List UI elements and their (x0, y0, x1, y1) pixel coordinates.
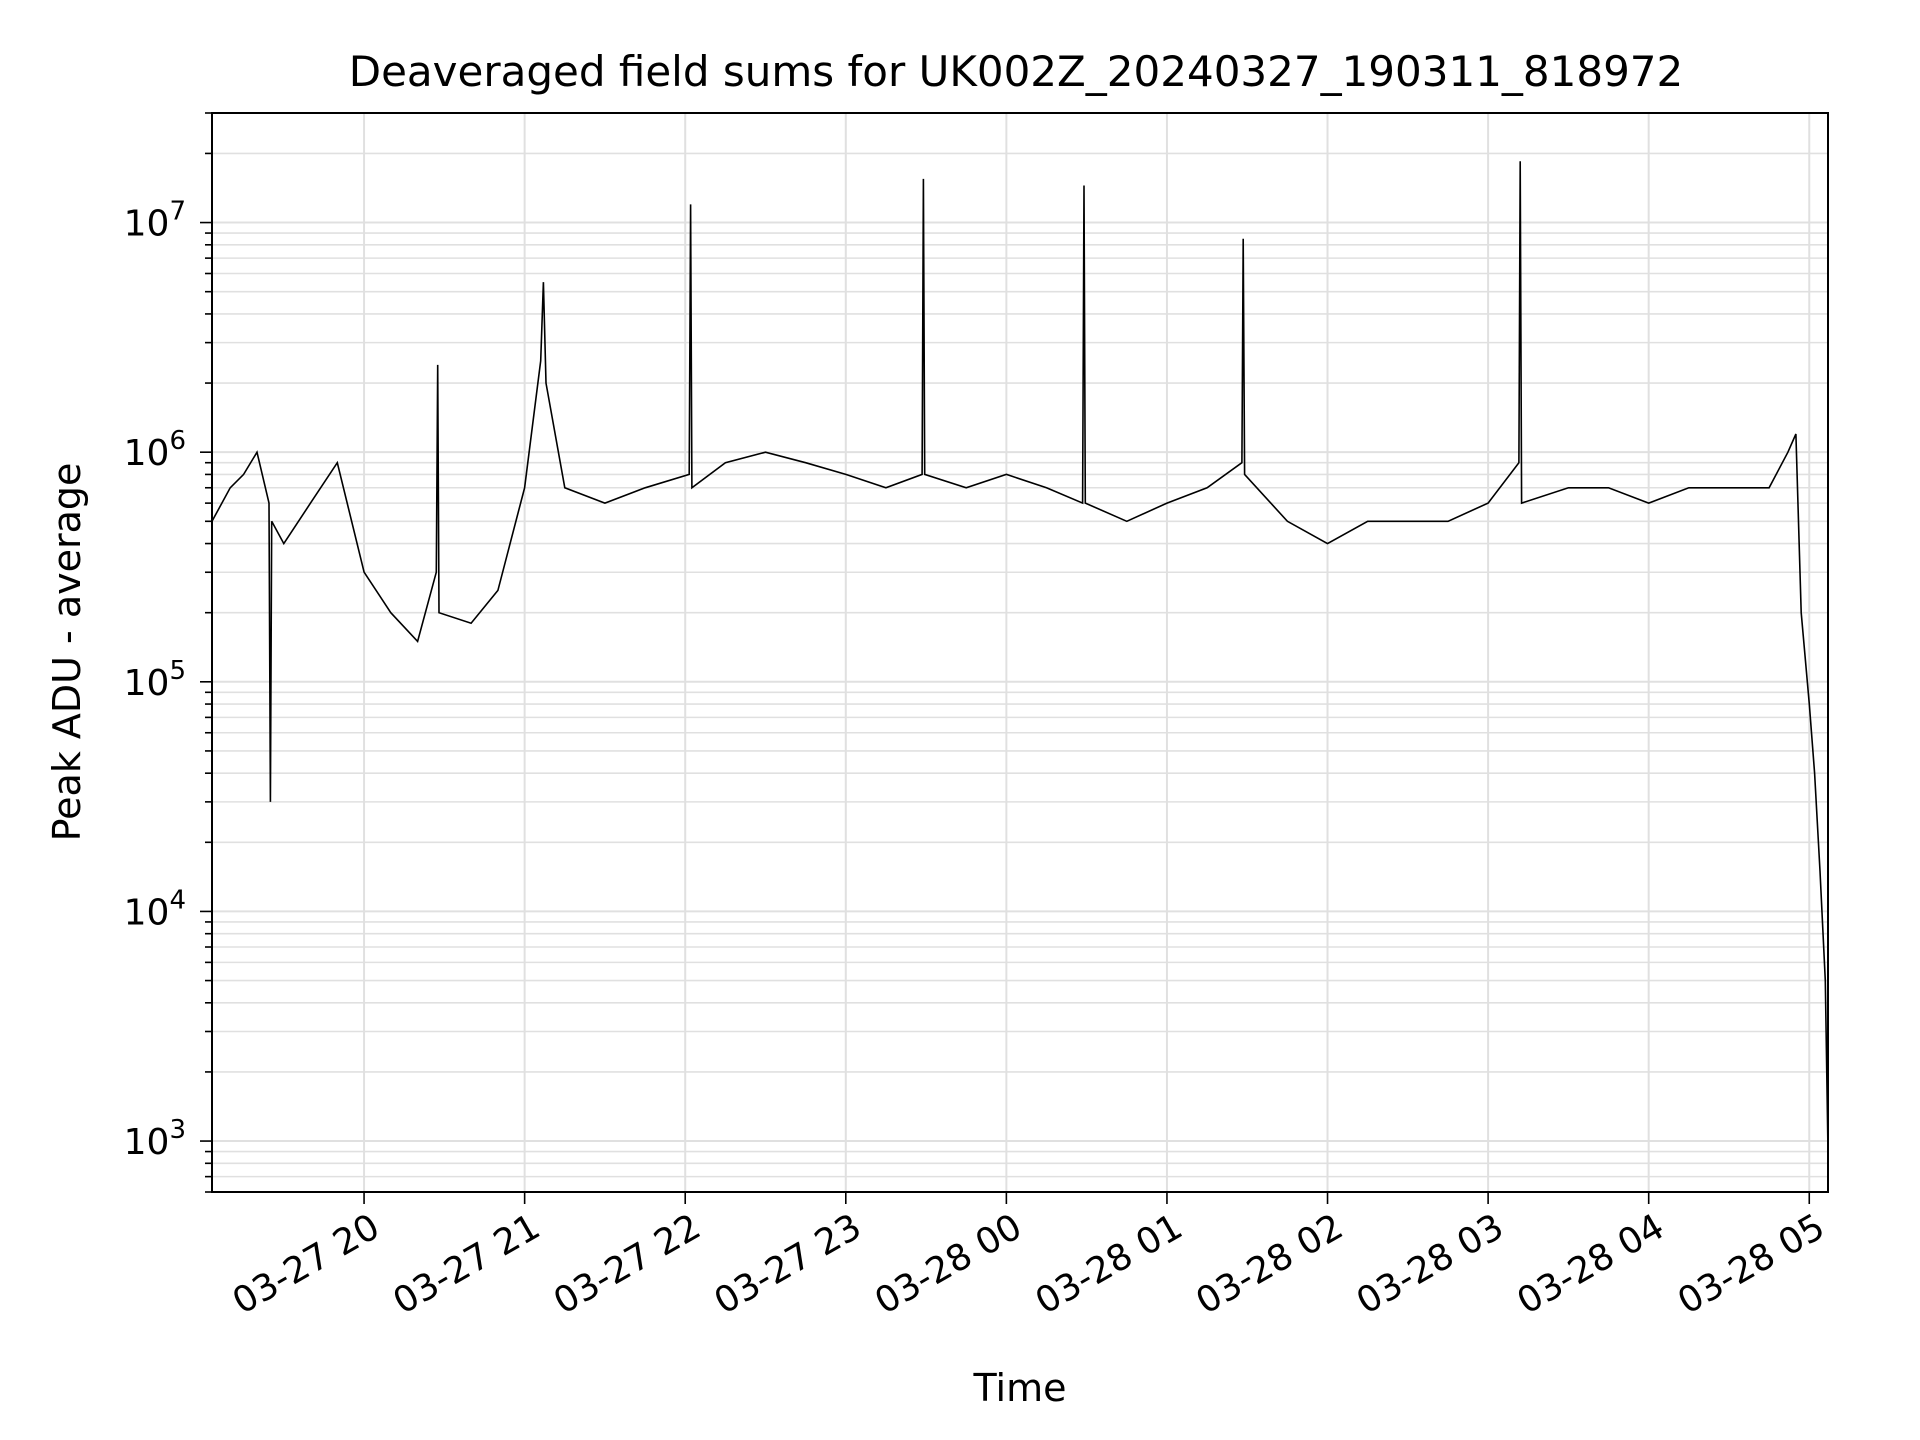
x-tick-label: 03-28 05 (1671, 1206, 1832, 1322)
x-tick-label: 03-28 00 (868, 1206, 1029, 1322)
grid (212, 112, 1828, 1193)
x-tick-label: 03-27 22 (547, 1206, 708, 1322)
x-axis: 03-27 20 03-27 21 03-27 22 03-27 23 03-28 00… (226, 1192, 1832, 1323)
plot-frame (211, 112, 1829, 1193)
x-tick-label: 03-28 04 (1511, 1206, 1672, 1322)
x-tick-label: 03-27 21 (386, 1206, 547, 1322)
x-tick-label: 03-27 20 (226, 1206, 387, 1322)
y-tick-label: 107 (124, 197, 186, 245)
series-line (211, 161, 1829, 1152)
y-tick-label: 105 (124, 656, 186, 704)
y-tick-label: 106 (124, 426, 186, 474)
y-axis-label: Peak ADU - average (45, 463, 89, 842)
x-tick-label: 03-28 01 (1029, 1206, 1190, 1322)
y-tick-label: 104 (124, 885, 186, 933)
y-tick-label: 103 (124, 1115, 186, 1163)
x-tick-label: 03-28 02 (1189, 1206, 1350, 1322)
chart-title: Deaveraged field sums for UK002Z_2024032… (349, 47, 1684, 96)
x-tick-label: 03-28 03 (1350, 1206, 1511, 1322)
y-axis: 103 104 105 106 107 (124, 112, 212, 1193)
x-tick-label: 03-27 23 (708, 1206, 869, 1322)
x-axis-label: Time (973, 1366, 1067, 1410)
